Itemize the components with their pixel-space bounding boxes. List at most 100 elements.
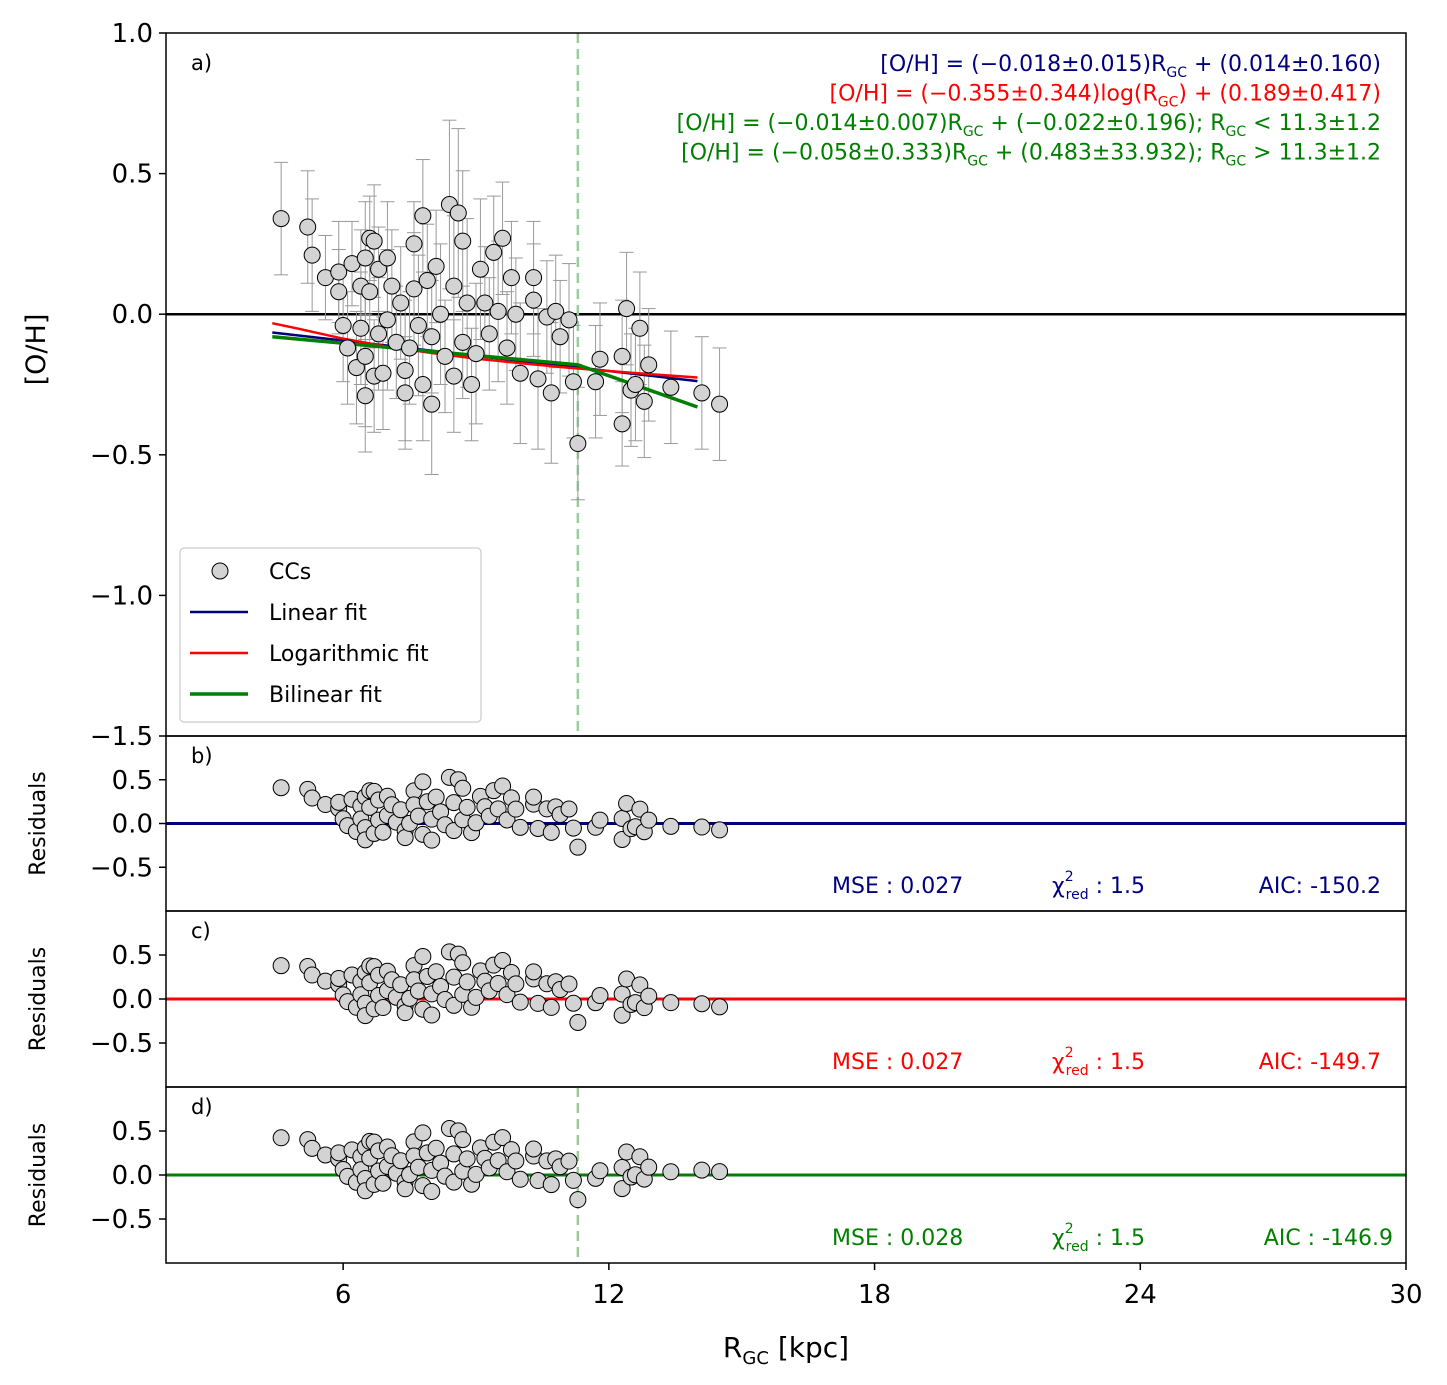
legend-label: Linear fit [269, 601, 367, 626]
data-point [542, 384, 560, 402]
data-point [374, 364, 392, 382]
residual-point [494, 1129, 512, 1147]
legend-label: Logarithmic fit [269, 642, 429, 667]
residual-point [423, 1183, 441, 1201]
fit-equation: [O/H] = (−0.058±0.333)RGC + (0.483±33.93… [681, 141, 1381, 170]
data-point [303, 246, 321, 264]
data-point [423, 395, 441, 413]
data-point [423, 328, 441, 346]
residual-point [564, 994, 582, 1012]
data-point [356, 387, 374, 405]
aic-text: AIC : -146.9 [1264, 1226, 1393, 1251]
y-tick-label: 0.5 [112, 160, 153, 190]
residual-point [374, 1174, 392, 1192]
chi2-text: χ2 red : 1.5 [1052, 1221, 1145, 1255]
residual-point [511, 993, 529, 1011]
panel-label: b) [191, 744, 213, 768]
residual-point [560, 1152, 578, 1170]
y-tick-label: 0.0 [112, 300, 153, 330]
residual-point [560, 975, 578, 993]
data-point [427, 257, 445, 275]
data-point [339, 339, 357, 357]
data-point [370, 260, 388, 278]
chi-value: : 1.5 [1089, 1226, 1145, 1251]
mse-text: MSE : 0.028 [832, 1226, 963, 1251]
mse-text: MSE : 0.027 [832, 1050, 963, 1075]
residual-point [569, 1014, 587, 1032]
residual-point [662, 1163, 680, 1181]
data-point [635, 392, 653, 410]
equation-part: ) + (0.189±0.417) [1178, 82, 1381, 107]
y-tick-label: 0.5 [112, 1117, 153, 1147]
residual-point [414, 773, 432, 791]
mse-text: MSE : 0.027 [832, 874, 963, 899]
residual-point [640, 987, 658, 1005]
y-axis-label: Residuals [26, 771, 51, 875]
y-tick-label: 0.0 [112, 985, 153, 1015]
data-point [662, 378, 680, 396]
data-point [511, 364, 529, 382]
residual-point [414, 947, 432, 965]
chi-value: : 1.5 [1089, 874, 1145, 899]
residual-point [489, 800, 507, 818]
data-point [396, 361, 414, 379]
residual-point [374, 823, 392, 841]
y-tick-label: −1.0 [90, 581, 153, 611]
residual-point [569, 838, 587, 856]
data-point [485, 243, 503, 261]
x-tick-label: 24 [1124, 1280, 1157, 1310]
data-point [613, 347, 631, 365]
data-point [378, 249, 396, 267]
aic-text: AIC: -149.7 [1259, 1050, 1381, 1075]
data-point [405, 280, 423, 298]
residual-point [693, 995, 711, 1013]
fit-equation: [O/H] = (−0.018±0.015)RGC + (0.014±0.160… [880, 52, 1381, 81]
data-point [378, 311, 396, 329]
chi-symbol: χ [1052, 874, 1065, 899]
data-point [458, 294, 476, 312]
data-point [587, 373, 605, 391]
data-point [489, 302, 507, 320]
residual-point [423, 831, 441, 849]
chi-subscript: red [1066, 1063, 1089, 1079]
legend: CCs Linear fit Logarithmic fit Bilinear fit [179, 547, 482, 723]
data-point [525, 269, 543, 287]
x-axis: 6 12 18 24 30 RGC [kpc] [335, 1263, 1423, 1369]
residual-point [427, 1139, 445, 1157]
residual-point [542, 998, 560, 1016]
residual-point [525, 963, 543, 981]
legend-label: Bilinear fit [269, 683, 382, 708]
data-point [383, 277, 401, 295]
data-point [564, 373, 582, 391]
residual-point [396, 829, 414, 847]
data-point [445, 367, 463, 385]
residual-point [525, 788, 543, 806]
legend-box [179, 547, 482, 723]
y-tick-label: 0.0 [112, 810, 153, 840]
residual-point [454, 954, 472, 972]
data-point [436, 347, 454, 365]
residual-point [396, 1180, 414, 1198]
residual-point [693, 818, 711, 836]
x-tick-label: 30 [1389, 1280, 1422, 1310]
residual-point [374, 999, 392, 1017]
residual-point [494, 951, 512, 969]
data-point [334, 316, 352, 334]
residual-point [662, 994, 680, 1012]
data-point [401, 339, 419, 357]
y-tick-label: −0.5 [90, 441, 153, 471]
data-point [414, 207, 432, 225]
y-tick-label: 0.5 [112, 941, 153, 971]
data-point [454, 232, 472, 250]
chi-value: : 1.5 [1089, 1050, 1145, 1075]
data-point [432, 305, 450, 323]
y-tick-label: 0.5 [112, 766, 153, 796]
data-point [480, 325, 498, 343]
equation-part: + (0.014±0.160) [1187, 52, 1381, 77]
data-point [613, 415, 631, 433]
equation-part: [O/H] = (−0.355±0.344)log(R [830, 82, 1158, 107]
y-tick-label: −0.5 [90, 1205, 153, 1235]
x-axis-label: RGC [kpc] [723, 1331, 849, 1369]
residual-point [454, 1131, 472, 1149]
